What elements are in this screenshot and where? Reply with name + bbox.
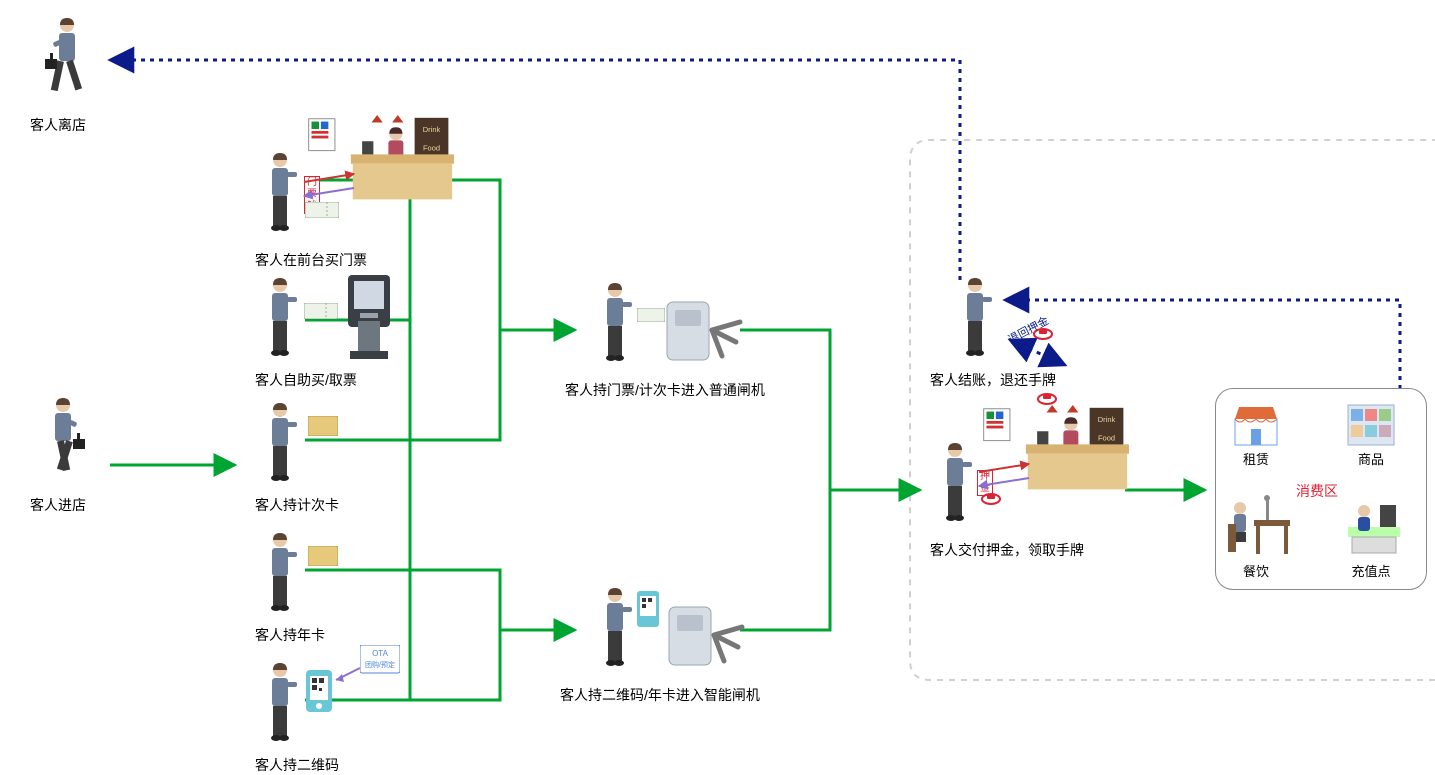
wristband-icon: [1037, 392, 1057, 406]
gate-smart-label: 客人持二维码/年卡进入智能闸机: [560, 685, 760, 705]
node-leave: 客人离店: [45, 15, 85, 108]
goods-icon: [1346, 399, 1396, 449]
deposit-label: 客人交付押金，领取手牌: [930, 540, 1084, 560]
person-icon: [260, 150, 300, 240]
consume-title: 消费区: [1296, 481, 1338, 501]
svg-text:团购/预定: 团购/预定: [365, 660, 395, 669]
wristband-icon: [981, 492, 1001, 506]
person-leaving-icon: [45, 15, 85, 105]
person-icon: [595, 585, 635, 675]
node-enter: 客人进店: [45, 395, 85, 488]
rental-icon: [1231, 399, 1281, 449]
person-icon: [955, 275, 995, 365]
person-icon: [260, 275, 300, 365]
person-icon: [935, 440, 975, 530]
gate-normal-label: 客人持门票/计次卡进入普通闸机: [565, 380, 765, 400]
consume-rental-label: 租赁: [1226, 449, 1286, 468]
consume-area: 消费区 租赁 商品 餐饮 充值点: [1215, 388, 1427, 590]
ota-tag-icon: OTA 团购/预定: [360, 645, 400, 679]
consume-dining-label: 餐饮: [1226, 561, 1286, 580]
year-card-label: 客人持年卡: [255, 625, 325, 645]
phone-qr-icon: [637, 591, 659, 627]
consume-goods-label: 商品: [1341, 449, 1401, 468]
consume-topup-label: 充值点: [1341, 561, 1401, 580]
person-icon: [260, 660, 300, 750]
self-kiosk-label: 客人自助买/取票: [255, 370, 357, 390]
svg-text:OTA: OTA: [372, 649, 389, 658]
enter-label: 客人进店: [30, 495, 86, 515]
buy-desk-label: 客人在前台买门票: [255, 250, 367, 270]
count-card-label: 客人持计次卡: [255, 495, 339, 515]
kiosk-icon: [342, 273, 396, 363]
qr-label: 客人持二维码: [255, 755, 339, 775]
person-icon: [260, 530, 300, 620]
phone-qr-icon: [306, 670, 332, 712]
ticket-icon: [305, 202, 339, 218]
person-entering-icon: [45, 395, 85, 485]
checkout-label: 客人结账，退还手牌: [930, 370, 1056, 390]
refund-deposit-label: 退回押金: [1005, 312, 1051, 347]
card-icon: [308, 416, 338, 436]
card-icon: [308, 546, 338, 566]
dining-icon: [1226, 494, 1296, 558]
turnstile-icon: [657, 280, 747, 370]
person-icon: [595, 280, 635, 370]
small-arrow-icon: [332, 666, 362, 686]
topup-icon: [1344, 497, 1404, 557]
ticket-icon: [304, 303, 338, 319]
leave-label: 客人离店: [30, 115, 86, 135]
turnstile-icon: [659, 585, 749, 675]
person-icon: [260, 400, 300, 490]
